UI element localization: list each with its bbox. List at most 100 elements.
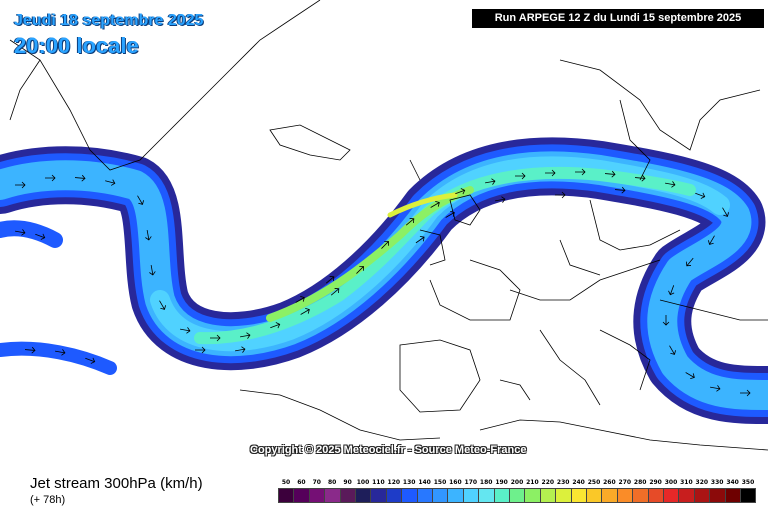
wind-arrow xyxy=(195,346,206,354)
wind-arrow xyxy=(710,385,721,392)
legend-label: 160 xyxy=(449,479,462,486)
legend-swatch xyxy=(663,488,680,503)
wind-arrow xyxy=(55,349,66,356)
legend-label: 270 xyxy=(618,479,632,486)
legend-swatch xyxy=(632,488,649,503)
wind-arrow xyxy=(485,178,496,185)
legend-label: 250 xyxy=(587,479,601,486)
legend-label: 350 xyxy=(741,479,755,486)
legend-label: 180 xyxy=(479,479,493,486)
legend-swatch xyxy=(709,488,726,503)
wind-arrow xyxy=(149,265,156,276)
forecast-step: (+ 78h) xyxy=(30,494,66,506)
legend-swatch xyxy=(385,488,403,503)
wind-arrow xyxy=(555,191,566,199)
wind-arrow xyxy=(455,188,466,195)
legend-label: 80 xyxy=(328,479,337,486)
legend-label: 60 xyxy=(297,479,306,486)
legend-label: 310 xyxy=(680,479,693,486)
jet-stream-map xyxy=(0,0,768,451)
wind-arrow xyxy=(405,218,415,226)
chart-title: Jet stream 300hPa (km/h) xyxy=(30,475,203,492)
legend-label: 320 xyxy=(695,479,709,486)
legend-label: 130 xyxy=(402,479,416,486)
legend-label: 290 xyxy=(649,479,662,486)
legend-swatch xyxy=(401,488,418,503)
wind-arrow xyxy=(668,285,675,296)
legend-label: 220 xyxy=(541,479,555,486)
wind-arrow xyxy=(159,300,166,310)
legend-swatch xyxy=(432,488,449,503)
wind-arrow xyxy=(15,229,26,236)
wind-arrow xyxy=(210,334,221,342)
legend-label: 200 xyxy=(510,479,524,486)
legend-swatch xyxy=(447,488,464,503)
wind-arrow xyxy=(662,315,670,326)
wind-arrow xyxy=(330,288,340,296)
wind-arrow xyxy=(614,186,626,194)
legend-label: 330 xyxy=(710,479,724,486)
legend-label: 260 xyxy=(603,479,616,486)
valid-date: Jeudi 18 septembre 2025 xyxy=(14,12,204,29)
wind-arrow xyxy=(270,322,281,329)
legend-swatch xyxy=(355,488,372,503)
wind-arrow xyxy=(45,174,56,182)
wind-arrow xyxy=(74,174,86,182)
wind-arrow xyxy=(415,236,425,244)
wind-arrow xyxy=(180,327,191,334)
legend-label: 300 xyxy=(664,479,678,486)
jet-stream-band xyxy=(0,137,768,424)
wind-arrow xyxy=(145,230,152,241)
legend-label: 70 xyxy=(312,479,321,486)
legend-label: 340 xyxy=(726,479,739,486)
wind-arrow xyxy=(515,172,526,180)
legend-swatch xyxy=(570,488,587,503)
wind-arrow xyxy=(665,181,676,188)
legend-swatch xyxy=(339,488,356,503)
legend-swatch xyxy=(555,488,572,503)
wind-arrow xyxy=(24,346,36,354)
wind-arrow xyxy=(695,192,706,199)
legend-label: 210 xyxy=(526,479,539,486)
legend-label: 100 xyxy=(356,479,370,486)
wind-arrow xyxy=(430,201,440,208)
legend-label: 190 xyxy=(495,479,508,486)
legend-swatch xyxy=(509,488,526,503)
legend-swatch xyxy=(416,488,433,503)
legend-swatch xyxy=(678,488,695,503)
coastlines xyxy=(9,0,768,451)
color-legend: 50 60 70 80 90 100 110 120 130 140 150 160 170 180 190… xyxy=(278,479,758,509)
wind-arrow xyxy=(35,233,46,240)
wind-arrow xyxy=(105,179,116,186)
legend-label: 50 xyxy=(281,479,291,486)
legend-swatch xyxy=(293,488,310,503)
legend-label: 150 xyxy=(433,479,447,486)
wind-arrow xyxy=(685,372,695,379)
wind-arrow xyxy=(235,346,246,353)
wind-arrow xyxy=(634,174,646,182)
wind-arrow xyxy=(356,266,364,274)
wind-arrow xyxy=(575,168,586,176)
legend-swatch xyxy=(324,488,341,503)
legend-swatch xyxy=(478,488,495,503)
legend-swatch xyxy=(724,488,741,503)
wind-arrow xyxy=(708,235,715,245)
wind-arrow xyxy=(325,276,335,284)
legend-label: 280 xyxy=(633,479,647,486)
legend-label: 230 xyxy=(556,479,570,486)
legend-label: 140 xyxy=(418,479,431,486)
wind-arrow xyxy=(15,181,26,189)
legend-swatch xyxy=(647,488,664,503)
legend-swatch xyxy=(601,488,618,503)
copyright-notice: Copyright © 2025 Meteociel.fr - Source M… xyxy=(250,444,527,456)
legend-swatch xyxy=(370,488,387,503)
wind-arrow xyxy=(686,257,694,267)
wind-arrow xyxy=(445,211,455,218)
wind-arrow xyxy=(669,345,676,355)
wind-arrow xyxy=(300,308,310,315)
model-run-label: Run ARPEGE 12 Z du Lundi 15 septembre 20… xyxy=(472,9,764,28)
wind-arrow xyxy=(137,195,144,205)
wind-arrow xyxy=(295,296,305,303)
legend-swatch xyxy=(693,488,711,503)
